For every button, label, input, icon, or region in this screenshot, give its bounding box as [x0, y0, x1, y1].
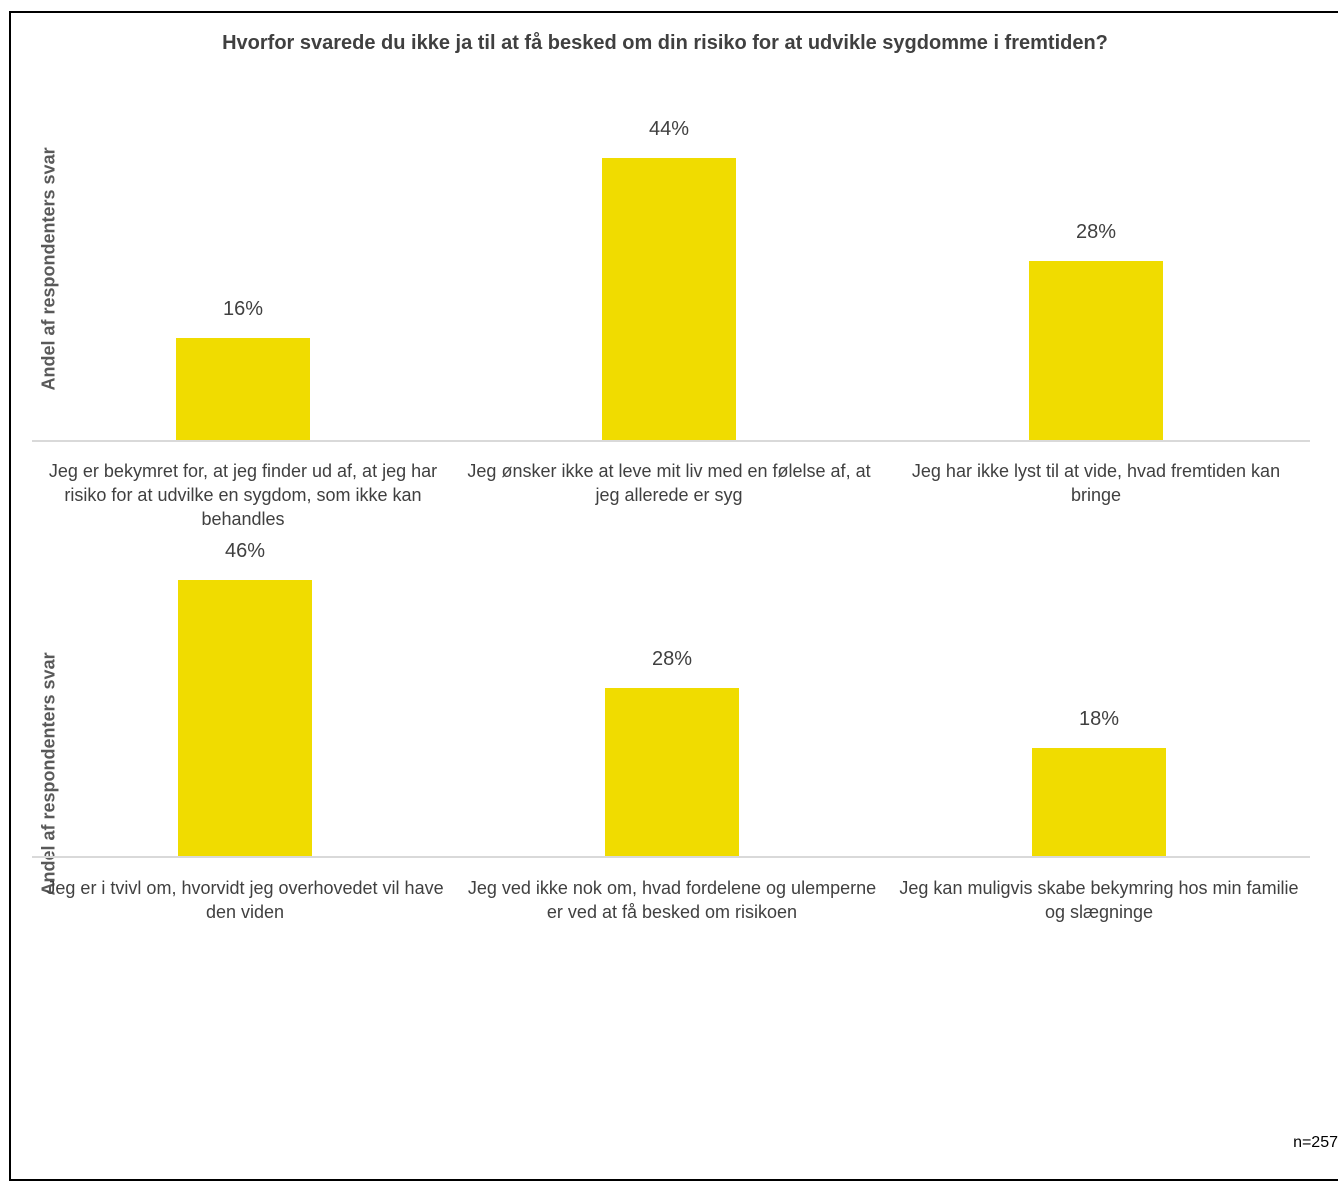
- category-label: Jeg er bekymret for, at jeg finder ud af…: [48, 461, 438, 529]
- bar: [176, 337, 310, 440]
- data-label: 28%: [651, 648, 693, 670]
- data-label: 44%: [648, 118, 690, 141]
- x-axis-line-top: [32, 440, 1310, 442]
- category-label: Jeg ved ikke nok om, hvad fordelene og u…: [467, 878, 877, 922]
- bar: [602, 158, 736, 440]
- data-label: 28%: [1075, 220, 1117, 243]
- category-label: Jeg kan muligvis skabe bekymring hos min…: [899, 878, 1299, 922]
- data-label: 18%: [1078, 708, 1120, 730]
- category-label: Jeg ønsker ikke at leve mit liv med en f…: [467, 461, 871, 505]
- category-label: Jeg har ikke lyst til at vide, hvad frem…: [911, 461, 1281, 505]
- y-axis-label-top: Andel af respondenters svar: [38, 147, 59, 391]
- bar: [178, 580, 312, 856]
- chart-title: Hvorfor svarede du ikke ja til at få bes…: [222, 32, 1108, 54]
- data-label: 46%: [224, 540, 266, 562]
- data-label: 16%: [222, 297, 264, 320]
- bar: [605, 688, 739, 856]
- bar: [1032, 748, 1166, 856]
- sample-size-note: n=257: [1293, 1134, 1338, 1151]
- y-axis-label-bottom: Andel af respondenters svar: [38, 652, 59, 896]
- bar: [1029, 260, 1163, 440]
- category-label: Jeg er i tvivl om, hvorvidt jeg overhove…: [46, 878, 444, 922]
- x-axis-line-bottom: [32, 856, 1310, 858]
